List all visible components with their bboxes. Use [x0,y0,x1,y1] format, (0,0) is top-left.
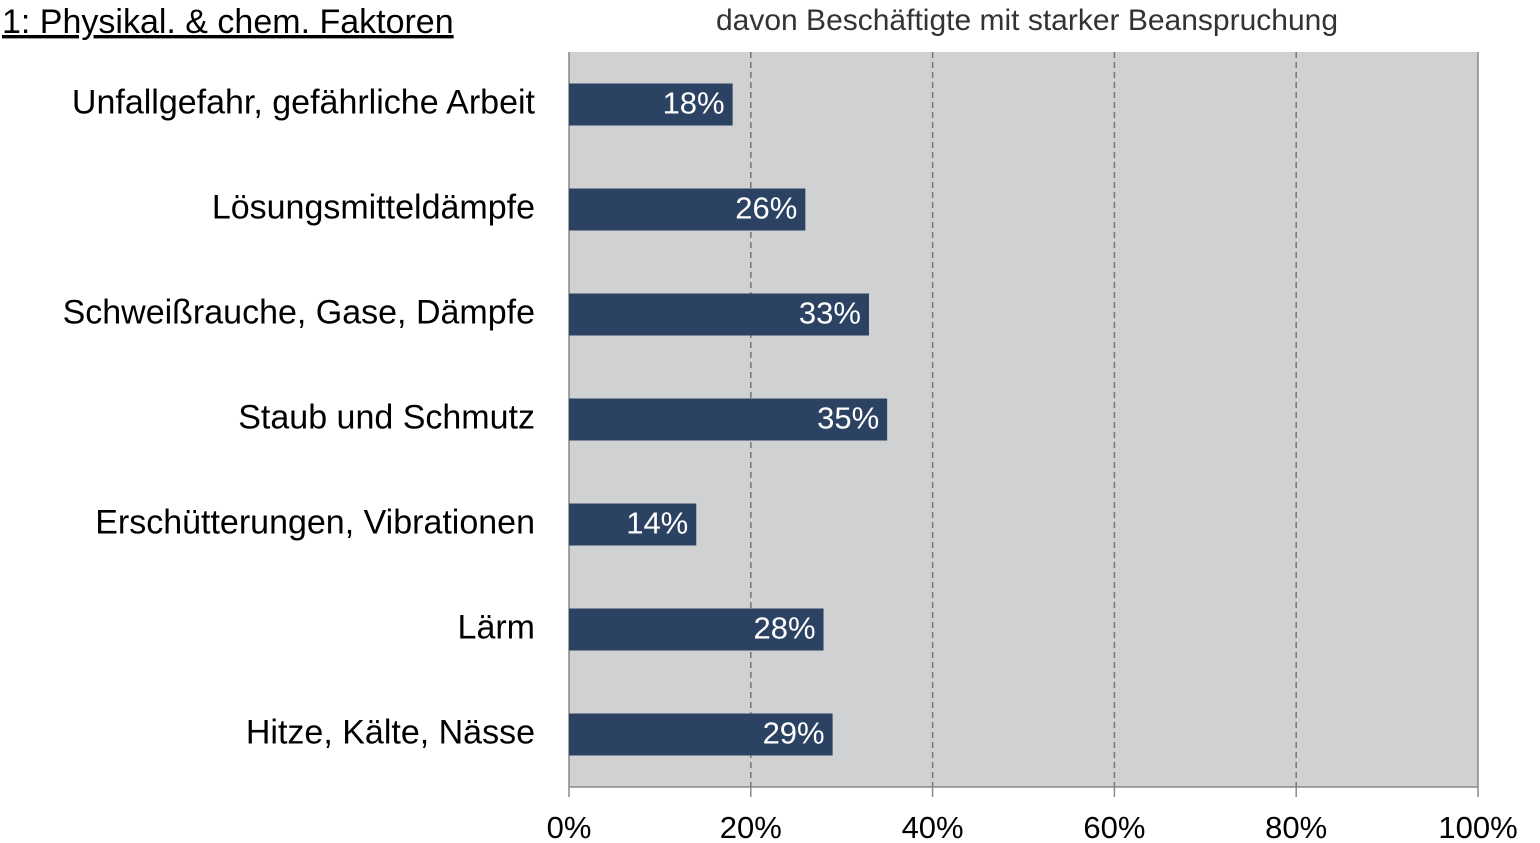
y-tick-label: Staub und Schmutz [238,398,535,436]
y-tick-label: Schweißrauche, Gase, Dämpfe [63,293,535,331]
y-tick-label: Unfallgefahr, gefährliche Arbeit [72,83,536,121]
x-tick-label: 100% [1438,810,1517,843]
x-tick-label: 20% [720,810,782,843]
y-tick-label: Hitze, Kälte, Nässe [246,713,535,751]
bar [569,503,697,546]
y-tick-label: Erschütterungen, Vibrationen [95,503,535,541]
x-tick-label: 60% [1083,810,1145,843]
x-tick-label: 80% [1265,810,1327,843]
bar [569,713,833,756]
value-label: 26% [735,191,797,226]
y-tick-label: Lärm [458,608,535,646]
value-label: 18% [663,86,725,121]
bar [569,188,806,231]
bar [569,608,824,651]
value-label: 28% [753,611,815,646]
bar [569,83,733,126]
x-tick-label: 0% [547,810,592,843]
chart-subtitle: davon Beschäftigte mit starker Beanspruc… [716,4,1338,37]
value-label: 14% [626,506,688,541]
chart-title: 1: Physikal. & chem. Faktoren [2,3,454,41]
value-label: 33% [799,296,861,331]
bar [569,293,869,336]
x-tick-label: 40% [902,810,964,843]
y-tick-label: Lösungsmitteldämpfe [212,188,535,226]
bar [569,398,888,441]
value-label: 29% [763,716,825,751]
value-label: 35% [817,401,879,436]
